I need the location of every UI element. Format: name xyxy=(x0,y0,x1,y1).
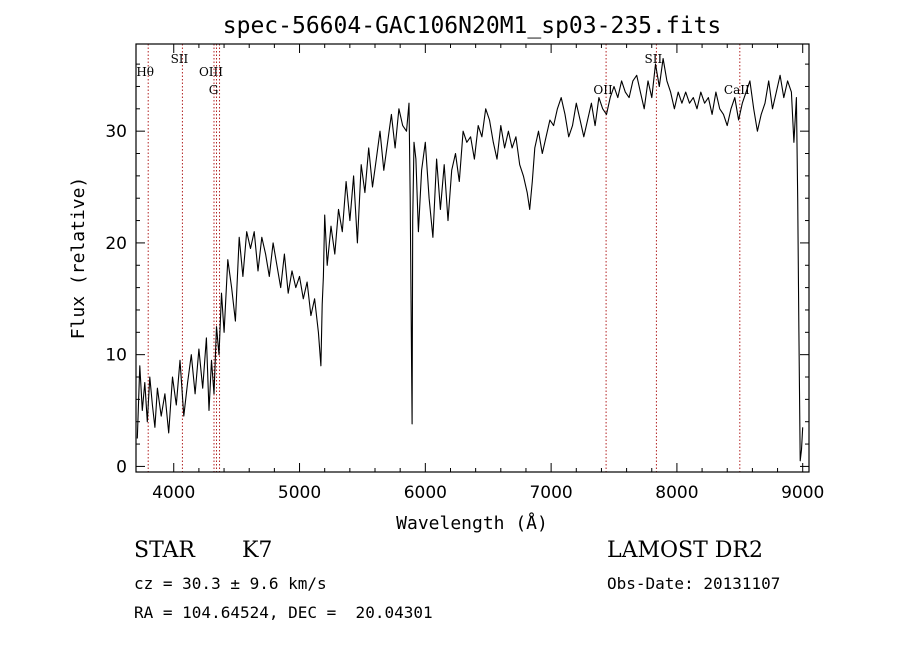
survey-name: LAMOST DR2 xyxy=(607,538,763,563)
y-tick-label-2: 20 xyxy=(105,234,127,254)
marker-label-1: SII xyxy=(171,52,189,66)
marker-label-6: SII xyxy=(645,52,663,66)
object-class: STAR xyxy=(134,538,195,563)
x-tick-label-5: 9000 xyxy=(781,483,824,503)
chart-title: spec-56604-GAC106N20M1_sp03-235.fits xyxy=(223,13,722,39)
x-tick-label-0: 4000 xyxy=(152,483,195,503)
marker-label-2: OIII xyxy=(199,65,223,79)
marker-label-7: CaII xyxy=(724,83,750,97)
x-tick-label-3: 7000 xyxy=(529,483,572,503)
emission-line-markers: Hθ SII OIII G OII SII CaII xyxy=(136,44,750,472)
marker-label-3: G xyxy=(209,83,219,97)
axis-ticks: 4000 5000 6000 7000 8000 9000 0 10 20 30 xyxy=(105,44,824,503)
x-tick-label-4: 8000 xyxy=(655,483,698,503)
y-tick-label-0: 0 xyxy=(116,457,127,477)
spectrum-series xyxy=(136,57,804,462)
y-tick-label-3: 30 xyxy=(105,122,127,142)
y-tick-label-1: 10 xyxy=(105,346,127,366)
redshift-readout: cz = 30.3 ± 9.6 km/s xyxy=(134,574,327,593)
object-subclass: K7 xyxy=(242,538,273,563)
x-tick-label-2: 6000 xyxy=(404,483,447,503)
coordinates-readout: RA = 104.64524, DEC = 20.04301 xyxy=(134,603,433,622)
plot-frame xyxy=(135,43,810,473)
observation-date: Obs-Date: 20131107 xyxy=(607,574,781,593)
spectrum-line xyxy=(136,57,804,462)
y-axis-label: Flux (relative) xyxy=(68,177,89,340)
marker-label-5: OII xyxy=(593,83,613,97)
marker-label-0: Hθ xyxy=(136,65,154,79)
x-axis-label: Wavelength (Å) xyxy=(396,512,548,534)
x-tick-label-1: 5000 xyxy=(278,483,321,503)
